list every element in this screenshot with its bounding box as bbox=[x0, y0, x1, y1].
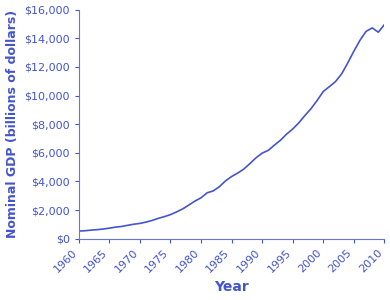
Y-axis label: Nominal GDP (billions of dollars): Nominal GDP (billions of dollars) bbox=[5, 10, 19, 238]
X-axis label: Year: Year bbox=[214, 280, 249, 294]
